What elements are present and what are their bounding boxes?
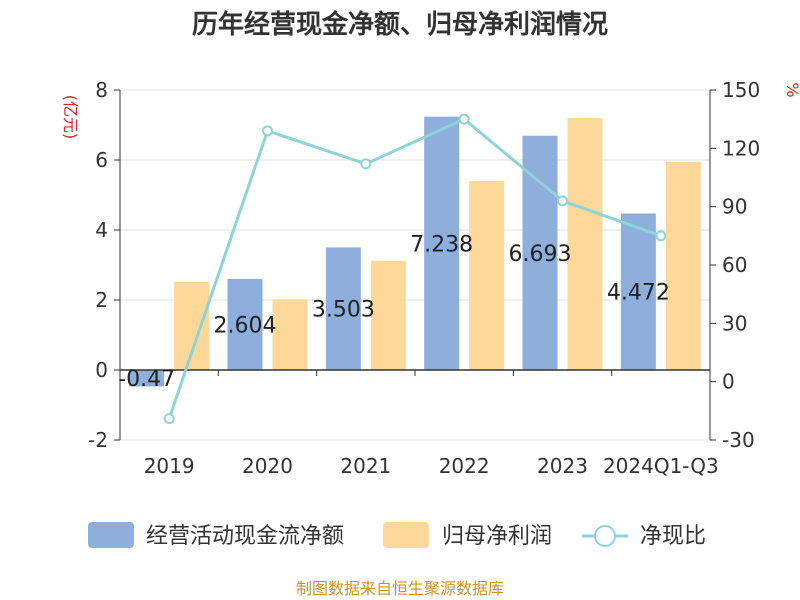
data-label-cashflow: 2.604 xyxy=(214,313,277,338)
ratio-point xyxy=(458,113,470,125)
x-tick-label: 2024Q1-Q3 xyxy=(603,454,719,478)
right-tick-label: 60 xyxy=(722,253,747,277)
x-tick-label: 2021 xyxy=(340,454,391,478)
right-tick-label: 30 xyxy=(722,311,747,335)
ratio-point xyxy=(262,125,273,137)
right-tick-label: -30 xyxy=(722,428,755,452)
right-tick-label: 120 xyxy=(722,136,760,160)
source-note: 制图数据来自恒生聚源数据库 xyxy=(296,579,504,598)
data-label-layer: -0.47 2.604 3.503 7.238 6.693 4.472 xyxy=(118,232,670,392)
ratio-line xyxy=(167,117,662,420)
x-tick-label: 2023 xyxy=(537,454,588,478)
legend-label-ratio: 净现比 xyxy=(640,524,706,549)
bar-cashflow xyxy=(129,370,165,387)
line-layer xyxy=(163,113,667,425)
x-tick-label: 2019 xyxy=(144,454,195,478)
right-tick-label: 0 xyxy=(722,370,735,394)
left-tick-label: 0 xyxy=(95,358,108,382)
bar-cashflow xyxy=(325,247,361,370)
bar-profit xyxy=(567,118,603,370)
bar-profit xyxy=(665,161,701,370)
left-tick-label: -2 xyxy=(88,428,108,452)
legend-marker-ratio xyxy=(594,525,616,547)
x-tick-label: 2020 xyxy=(242,454,293,478)
legend-label-profit: 归母净利润 xyxy=(442,524,552,549)
ratio-point xyxy=(557,195,568,207)
legend-swatch-profit xyxy=(383,522,429,548)
data-label-cashflow: 3.503 xyxy=(312,298,375,323)
bar-cashflow xyxy=(424,116,460,370)
bar-cashflow xyxy=(620,213,656,370)
data-label-cashflow: 4.472 xyxy=(607,281,670,306)
legend-label-cashflow: 经营活动现金流净额 xyxy=(146,524,344,549)
ratio-point xyxy=(655,230,667,242)
bar-cashflow xyxy=(522,135,558,370)
bar-cashflow xyxy=(227,278,263,370)
legend-swatch-cashflow xyxy=(88,522,134,548)
data-label-cashflow: 6.693 xyxy=(509,242,572,267)
legend: 经营活动现金流净额 归母净利润 净现比 xyxy=(88,522,706,549)
bar-profit xyxy=(370,260,406,370)
left-tick-label: 8 xyxy=(95,78,108,102)
x-tick-label: 2022 xyxy=(439,454,490,478)
axes-layer: -2 0 2 4 6 8 -30 0 30 60 90 120 150 2019 2020 2021 2022 2… xyxy=(88,78,760,478)
bar-profit xyxy=(272,299,308,370)
ratio-point xyxy=(163,413,175,425)
data-label-cashflow: 7.238 xyxy=(410,232,473,257)
right-tick-label: 150 xyxy=(722,78,760,102)
data-label-cashflow: -0.47 xyxy=(118,367,175,392)
right-tick-label: 90 xyxy=(722,195,747,219)
left-tick-label: 2 xyxy=(95,288,108,312)
chart-title: 历年经营现金净额、归母净利润情况 xyxy=(192,9,608,40)
left-tick-label: 6 xyxy=(95,148,108,172)
left-axis-unit: (亿元) xyxy=(61,95,80,140)
ratio-point xyxy=(360,158,372,170)
bar-profit xyxy=(469,181,505,370)
left-tick-label: 4 xyxy=(95,218,108,242)
right-axis-unit: % xyxy=(783,82,800,97)
